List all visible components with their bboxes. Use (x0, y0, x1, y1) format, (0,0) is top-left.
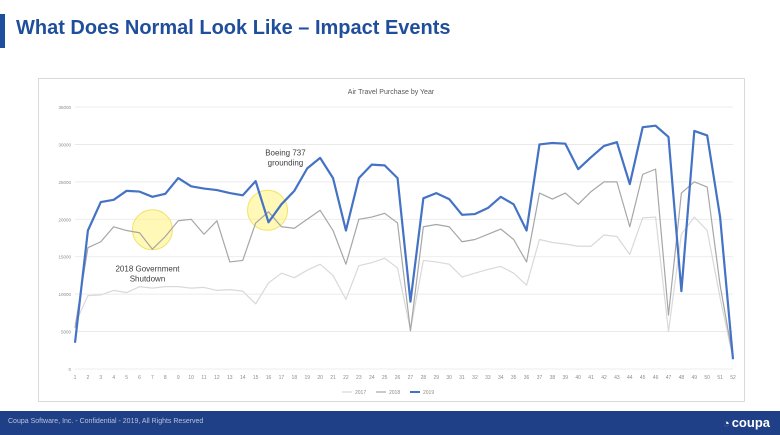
x-tick-label: 40 (575, 375, 581, 381)
x-tick-label: 45 (640, 375, 646, 381)
title-accent-bar (0, 14, 5, 48)
x-tick-label: 35 (511, 375, 517, 381)
x-tick-label: 31 (459, 375, 465, 381)
x-tick-label: 44 (627, 375, 633, 381)
x-tick-label: 21 (330, 375, 336, 381)
x-tick-label: 4 (112, 375, 115, 381)
x-tick-label: 38 (550, 375, 556, 381)
x-tick-label: 27 (408, 375, 414, 381)
x-tick-label: 39 (562, 375, 568, 381)
x-axis-tick-labels: 1 2 3 4 5 6 7 8 9 10 11 12 13 14 15 16 17 18 19 20 21 22 23 24 2… (74, 375, 736, 381)
legend-label: 2019 (423, 390, 434, 396)
coupa-logo-text: coupa (731, 415, 770, 430)
annotation-label: Boeing 737 grounding (265, 149, 306, 168)
x-tick-label: 26 (395, 375, 401, 381)
y-axis-tick-labels: 0 5000 10000 15000 20000 25000 30000 35000 (58, 105, 71, 372)
series-line-2019 (73, 124, 735, 360)
x-tick-label: 28 (421, 375, 427, 381)
y-tick-label: 5000 (61, 330, 72, 335)
line-chart: Air Travel Purchase by Year 050001000015… (58, 89, 736, 396)
x-tick-label: 15 (253, 375, 259, 381)
x-tick-label: 11 (201, 375, 206, 381)
y-tick-label: 10000 (58, 292, 71, 297)
event-highlight-circle (131, 209, 173, 251)
coupa-logo: ◔ coupa (723, 415, 770, 430)
y-tick-label: 35000 (58, 105, 71, 110)
y-tick-label: 15000 (58, 255, 71, 260)
y-tick-label: 20000 (58, 217, 71, 222)
x-tick-label: 51 (717, 375, 723, 381)
y-tick-label: 30000 (58, 142, 71, 147)
event-highlight-circle (247, 189, 289, 231)
x-tick-label: 17 (279, 375, 285, 381)
x-tick-label: 3 (99, 375, 102, 381)
x-tick-label: 47 (666, 375, 672, 381)
x-tick-label: 34 (498, 375, 504, 381)
chart-title: Air Travel Purchase by Year (348, 89, 435, 96)
x-tick-label: 37 (537, 375, 543, 381)
footer-bar: Coupa Software, Inc. - Confidential - 20… (0, 411, 780, 435)
event-highlights (131, 189, 289, 251)
x-tick-label: 29 (433, 375, 439, 381)
x-tick-label: 46 (653, 375, 659, 381)
y-tick-label: 0 (68, 367, 71, 372)
x-tick-label: 24 (369, 375, 375, 381)
chart-frame: Air Travel Purchase by Year 0 5000 10000 15… (38, 78, 745, 402)
coupa-logo-icon: ◔ (723, 418, 730, 430)
series-line-2018 (74, 168, 734, 358)
legend-label: 2017 (355, 390, 366, 396)
series-line-2017 (74, 216, 734, 359)
x-tick-label: 49 (692, 375, 698, 381)
slide-title: What Does Normal Look Like – Impact Even… (16, 17, 451, 39)
legend-label: 2018 (389, 390, 400, 396)
x-tick-label: 20 (317, 375, 323, 381)
x-tick-label: 12 (214, 375, 220, 381)
annotation-label: 2018 Government Shutdown (115, 265, 180, 284)
footer-copyright: Coupa Software, Inc. - Confidential - 20… (8, 418, 204, 425)
x-tick-label: 41 (588, 375, 594, 381)
x-tick-label: 52 (730, 375, 736, 381)
x-tick-label: 2 (87, 375, 90, 381)
x-tick-label: 14 (240, 375, 246, 381)
series-lines (73, 124, 735, 360)
legend: 2017 2018 2019 (342, 390, 434, 396)
x-tick-label: 22 (343, 375, 349, 381)
x-tick-label: 36 (524, 375, 530, 381)
x-tick-label: 8 (164, 375, 167, 381)
x-tick-label: 23 (356, 375, 362, 381)
x-tick-label: 48 (679, 375, 685, 381)
x-tick-label: 18 (292, 375, 298, 381)
x-tick-label: 13 (227, 375, 233, 381)
x-tick-label: 33 (485, 375, 491, 381)
x-tick-label: 1 (74, 375, 77, 381)
x-tick-label: 6 (138, 375, 141, 381)
x-tick-label: 16 (266, 375, 272, 381)
x-tick-label: 42 (601, 375, 607, 381)
x-tick-label: 30 (446, 375, 452, 381)
x-tick-label: 25 (382, 375, 388, 381)
x-tick-label: 32 (472, 375, 478, 381)
x-tick-label: 10 (188, 375, 194, 381)
x-tick-label: 43 (614, 375, 620, 381)
x-tick-label: 9 (177, 375, 180, 381)
x-tick-label: 19 (304, 375, 310, 381)
y-tick-label: 25000 (58, 180, 71, 185)
x-tick-label: 50 (704, 375, 710, 381)
x-tick-label: 5 (125, 375, 128, 381)
annotations: Boeing 737 grounding 2018 Government Shutdo… (115, 149, 306, 284)
x-tick-label: 7 (151, 375, 154, 381)
